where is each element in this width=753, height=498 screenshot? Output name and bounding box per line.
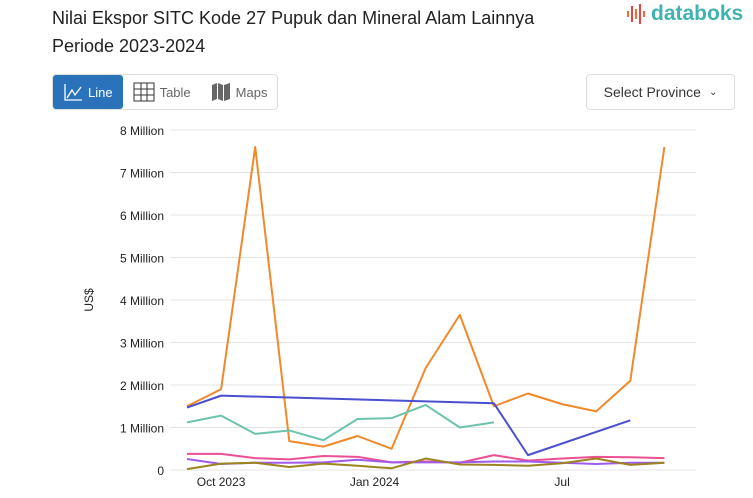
x-tick-label: Jul [554, 475, 569, 489]
series-line-1[interactable] [186, 394, 631, 457]
province-select[interactable]: Select Province ⌄ [586, 74, 735, 110]
chevron-down-icon: ⌄ [708, 86, 718, 98]
logo-text: databoks [651, 2, 744, 25]
map-icon [211, 83, 230, 101]
tab-table[interactable]: Table [123, 75, 201, 109]
tab-line[interactable]: Line [53, 75, 123, 109]
y-tick-label: 7 Million [120, 167, 164, 181]
y-tick-label: 5 Million [120, 252, 164, 266]
y-tick-label: 2 Million [120, 379, 164, 393]
x-tick-label: Jan 2024 [350, 475, 400, 489]
y-tick-label: 1 Million [120, 422, 164, 436]
y-tick-label: 8 Million [120, 124, 164, 138]
title-line-2: Periode 2023-2024 [52, 36, 206, 56]
y-tick-label: 6 Million [120, 209, 164, 223]
tab-maps-label: Maps [235, 84, 268, 100]
chart-title: Nilai Ekspor SITC Kode 27 Pupuk dan Mine… [52, 4, 612, 60]
logo-bars-icon [627, 4, 645, 24]
view-tabs: Line Table Maps [52, 74, 279, 110]
tab-maps[interactable]: Maps [201, 75, 278, 109]
y-tick-label: 3 Million [120, 337, 164, 351]
line-chart-icon [64, 84, 82, 101]
series-line-0[interactable] [186, 146, 666, 450]
title-line-1: Nilai Ekspor SITC Kode 27 Pupuk dan Mine… [52, 8, 535, 28]
series-line-5[interactable] [186, 457, 665, 471]
tab-line-label: Line [88, 84, 113, 100]
series-line-2[interactable] [186, 403, 495, 442]
tab-table-label: Table [159, 84, 191, 100]
databoks-logo[interactable]: databoks [626, 2, 743, 26]
y-axis-label: US$ [82, 288, 96, 312]
y-tick-label: 4 Million [120, 294, 164, 308]
y-tick-label: 0 [157, 464, 164, 478]
province-select-label: Select Province [603, 84, 701, 100]
series-line-4[interactable] [186, 457, 665, 466]
table-icon [133, 82, 155, 102]
x-tick-label: Oct 2023 [197, 475, 246, 489]
